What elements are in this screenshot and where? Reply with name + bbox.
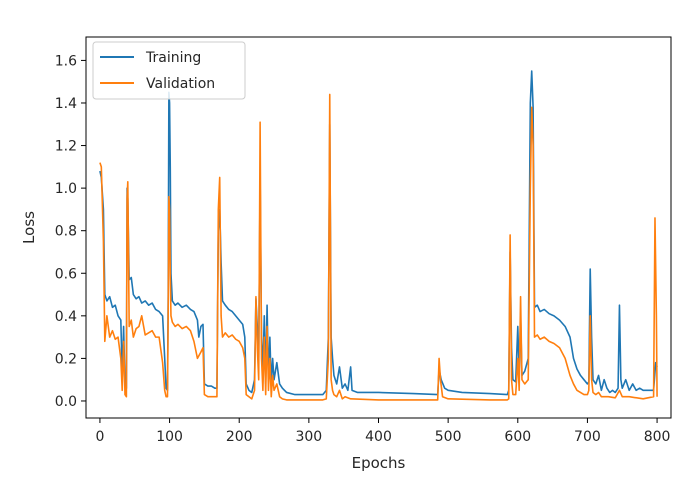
y-axis-label: Loss [20, 211, 38, 244]
legend-label-training: Training [145, 50, 201, 66]
plot-lines [99, 70, 658, 401]
x-tick-label: 0 [95, 429, 104, 445]
y-tick-label: 0.0 [55, 394, 77, 410]
y-tick-label: 0.4 [55, 309, 77, 325]
series-line-training [99, 70, 658, 396]
x-axis-label: Epochs [352, 454, 406, 472]
y-axis-ticks: 0.0 0.2 0.4 0.6 0.8 1.0 1.2 1.4 1.6 [55, 53, 86, 410]
y-tick-label: 1.2 [55, 139, 77, 155]
y-tick-label: 0.2 [55, 351, 77, 367]
x-tick-label: 700 [574, 429, 601, 445]
x-tick-label: 600 [504, 429, 531, 445]
x-axis-ticks: 0 100 200 300 400 500 600 700 800 [95, 418, 670, 445]
legend-label-validation: Validation [146, 76, 215, 92]
y-tick-label: 1.0 [55, 181, 77, 197]
x-tick-label: 500 [435, 429, 462, 445]
x-tick-label: 400 [365, 429, 392, 445]
x-tick-label: 300 [295, 429, 322, 445]
x-tick-label: 100 [156, 429, 183, 445]
x-tick-label: 200 [226, 429, 253, 445]
y-tick-label: 0.8 [55, 224, 77, 240]
y-tick-label: 0.6 [55, 266, 77, 282]
legend: Training Validation [92, 41, 246, 100]
x-tick-label: 800 [644, 429, 671, 445]
y-tick-label: 1.6 [55, 53, 77, 69]
y-tick-label: 1.4 [55, 96, 77, 112]
series-line-validation [99, 93, 658, 401]
